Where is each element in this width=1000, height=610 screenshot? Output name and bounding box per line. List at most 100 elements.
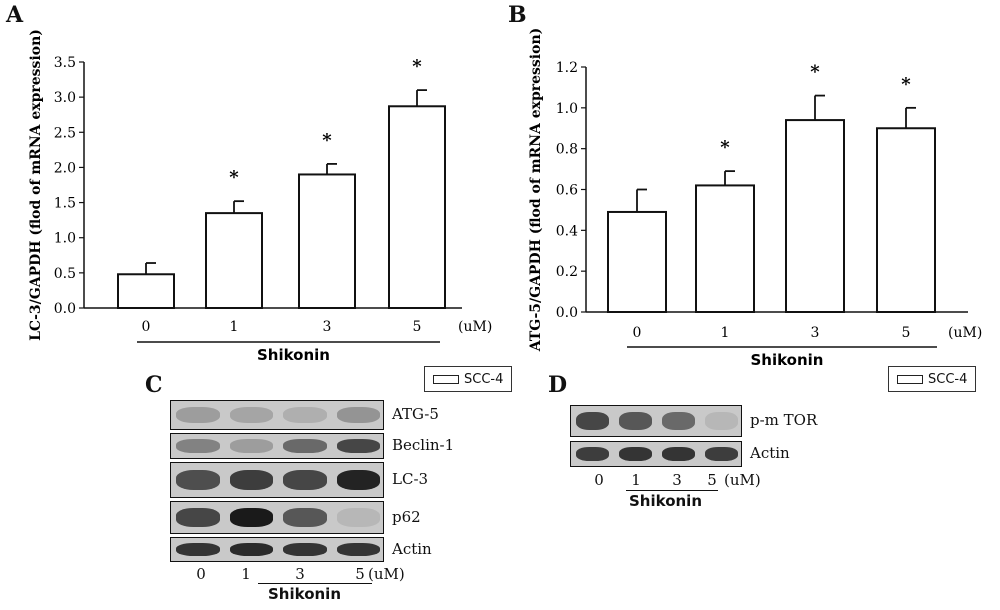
blot-strip <box>570 405 742 437</box>
blot-band <box>229 470 273 490</box>
group-label: Shikonin <box>257 346 330 364</box>
blot-band <box>336 438 380 454</box>
legend-swatch <box>897 374 923 384</box>
group-line <box>258 583 372 584</box>
legend-b: SCC-4 <box>888 366 977 392</box>
blot-band <box>619 412 652 430</box>
blot-band <box>705 446 738 462</box>
lane-label: 3 <box>672 471 682 489</box>
blot-band <box>283 542 327 557</box>
legend-label: SCC-4 <box>928 371 968 387</box>
legend-swatch <box>433 374 459 384</box>
blot-strip <box>570 441 742 467</box>
blot-band <box>283 406 327 424</box>
x-category-label: 0 <box>142 319 151 335</box>
blot-band <box>229 542 273 557</box>
blot-band <box>662 412 695 430</box>
x-category-label: 0 <box>633 325 642 341</box>
y-tick-label: 0.6 <box>556 183 578 199</box>
blot-band <box>283 470 327 490</box>
bar <box>876 127 936 313</box>
y-tick-label: 2.5 <box>54 125 76 141</box>
panel-letter-b: B <box>508 2 527 28</box>
blot-band <box>662 446 695 462</box>
blot-band <box>576 412 609 430</box>
y-tick-label: 3.0 <box>54 90 76 106</box>
x-category-label: 3 <box>323 319 332 335</box>
y-tick-label: 1.5 <box>54 196 76 212</box>
bar <box>298 173 356 309</box>
blot-band <box>336 470 380 490</box>
blot-band <box>176 406 220 424</box>
group-label: Shikonin <box>268 585 342 603</box>
blot-row-label: Actin <box>392 539 432 558</box>
y-tick-label: 1.0 <box>556 101 578 117</box>
chart-b: 0.0 0.2 0.4 0.6 0.8 1.0 1.2 ATG-5/GAPDH (flod o… <box>528 28 982 369</box>
blot-band <box>229 508 273 527</box>
bar <box>695 184 755 314</box>
bar <box>785 119 845 314</box>
lane-label: 1 <box>631 471 641 489</box>
blot-band <box>229 406 273 424</box>
bar <box>117 273 175 309</box>
panel-letter-a: A <box>6 2 24 28</box>
blot-band <box>336 406 380 424</box>
significance-star: * <box>229 167 239 188</box>
blot-row-label: p-m TOR <box>750 411 818 429</box>
y-tick-label: 1.0 <box>54 231 76 247</box>
blot-strip <box>170 433 384 459</box>
group-line <box>626 490 718 491</box>
x-category-label: 5 <box>902 325 911 341</box>
blot-band <box>176 438 220 454</box>
lane-label: 5 <box>355 565 365 583</box>
blot-band <box>336 508 380 527</box>
blot-band <box>176 542 220 557</box>
y-tick-label: 0.5 <box>54 266 76 282</box>
y-tick-label: 0.0 <box>556 305 578 321</box>
blot-band <box>229 438 273 454</box>
unit-label: (uM) <box>458 319 492 335</box>
blot-band <box>283 438 327 454</box>
bar <box>205 212 263 309</box>
y-axis-label: LC-3/GAPDH (flod of mRNA expression) <box>28 29 44 341</box>
lane-label: 0 <box>196 565 206 583</box>
bar <box>388 105 446 309</box>
unit-label: (uM) <box>948 325 982 341</box>
blot-row-label: ATG-5 <box>392 405 439 423</box>
blot-row-label: LC-3 <box>392 470 429 488</box>
y-tick-label: 0.4 <box>556 223 578 239</box>
blot-band <box>576 446 609 462</box>
y-tick-label: 1.2 <box>556 60 578 76</box>
y-tick-label: 3.5 <box>54 55 76 71</box>
unit-label: (uM) <box>368 565 405 583</box>
legend-label: SCC-4 <box>464 371 504 387</box>
significance-star: * <box>901 74 911 95</box>
lane-label: 5 <box>707 471 717 489</box>
panel-letter-c: C <box>145 372 163 398</box>
bar <box>607 210 667 313</box>
panel-letter-d: D <box>548 372 568 398</box>
blot-strip <box>170 537 384 562</box>
significance-star: * <box>412 56 422 77</box>
lane-label: 1 <box>241 565 251 583</box>
blot-row-label: p62 <box>392 507 421 526</box>
chart-a: 0.0 0.5 1.0 1.5 2.0 2.5 3.0 3.5 LC-3/GAPDH (flod… <box>28 29 492 364</box>
blot-strip <box>170 501 384 534</box>
blot-row-label: Beclin-1 <box>392 436 455 454</box>
x-category-label: 1 <box>230 319 239 335</box>
blot-strip <box>170 462 384 498</box>
y-axis-label: ATG-5/GAPDH (flod of mRNA expression) <box>528 28 544 353</box>
blot-band <box>176 470 220 490</box>
x-category-label: 1 <box>721 325 730 341</box>
y-tick-label: 2.0 <box>54 160 76 176</box>
x-category-label: 5 <box>413 319 422 335</box>
y-tick-label: 0.8 <box>556 142 578 158</box>
blot-band <box>619 446 652 462</box>
blot-band <box>283 508 327 527</box>
y-tick-label: 0.2 <box>556 264 578 280</box>
significance-star: * <box>322 130 332 151</box>
unit-label: (uM) <box>724 471 761 489</box>
x-category-label: 3 <box>811 325 820 341</box>
blot-band <box>336 542 380 557</box>
blot-strip <box>170 400 384 430</box>
